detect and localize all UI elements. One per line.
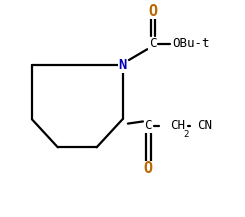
Text: C: C (149, 37, 157, 50)
Text: CN: CN (197, 119, 212, 132)
Text: 2: 2 (184, 130, 189, 139)
Text: N: N (118, 58, 127, 72)
Text: O: O (144, 161, 153, 176)
Text: CH: CH (170, 119, 185, 132)
Text: O: O (148, 4, 157, 19)
Text: OBu-t: OBu-t (172, 37, 209, 50)
Text: C: C (145, 119, 152, 132)
